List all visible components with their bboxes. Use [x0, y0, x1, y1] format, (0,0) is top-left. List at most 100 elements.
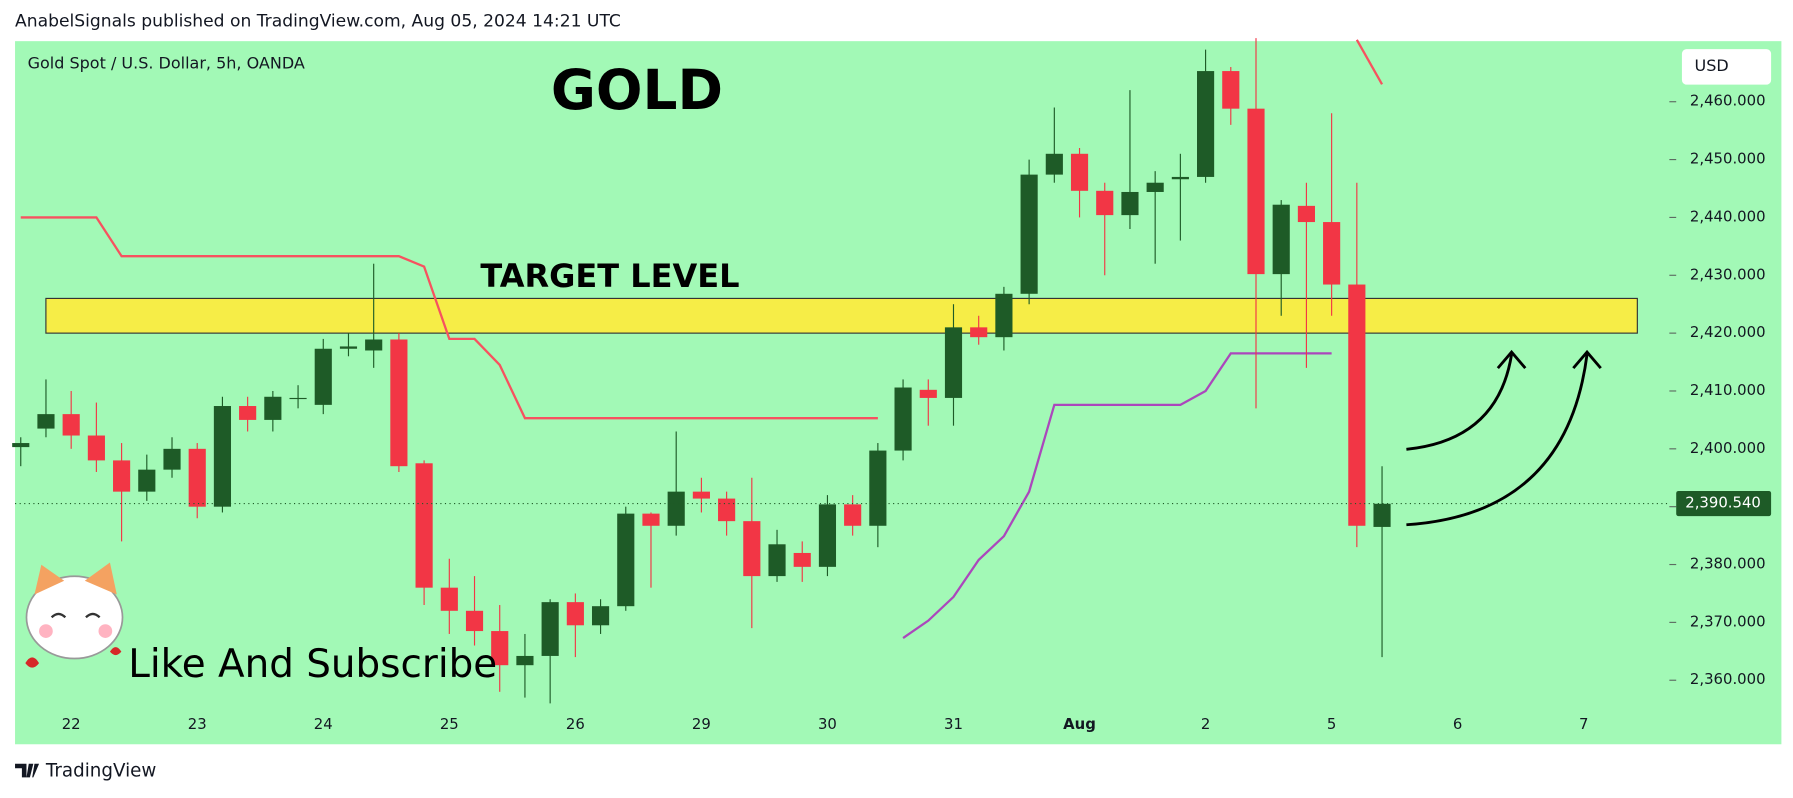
currency-label: USD	[1695, 56, 1729, 75]
cat-eyes	[50, 612, 101, 619]
cat-ear	[34, 564, 65, 595]
currency-box	[1681, 49, 1772, 85]
indicator-line	[902, 352, 1332, 639]
y-tick-label: 2,420.000	[1690, 323, 1766, 341]
candle-body	[1070, 153, 1089, 191]
candle-body	[314, 348, 332, 405]
candle-body	[87, 435, 105, 461]
candle-body	[944, 327, 963, 398]
candle-body	[516, 655, 534, 666]
candle-body	[37, 414, 55, 429]
x-tick-label: Aug	[1063, 715, 1096, 733]
candle-body	[62, 414, 80, 436]
candle-body	[566, 602, 584, 626]
cat-face	[25, 575, 124, 660]
y-tick-label: 2,440.000	[1690, 207, 1766, 225]
candle-body	[667, 491, 685, 526]
arrow-head	[1496, 349, 1527, 370]
candle-body	[793, 552, 811, 567]
candle-body	[919, 389, 937, 398]
cat-sticker	[25, 562, 124, 668]
y-tick-label: 2,370.000	[1690, 612, 1766, 630]
candle-body	[1045, 153, 1063, 175]
publish-header: AnabelSignals published on TradingView.c…	[15, 12, 621, 32]
candle-body	[1121, 191, 1139, 216]
candle-body	[138, 469, 156, 492]
x-tick-label: 5	[1327, 715, 1336, 733]
candle-body	[818, 504, 837, 567]
chart-title: GOLD	[551, 58, 723, 122]
candle-body	[264, 396, 282, 420]
candle-body	[1297, 205, 1315, 223]
candle-body	[163, 448, 181, 470]
candle-body	[440, 587, 458, 611]
candle-body	[1096, 190, 1114, 216]
candle-body	[718, 498, 736, 522]
candle-body	[995, 293, 1013, 338]
candle-body	[1373, 503, 1391, 527]
y-tick-label: 2,460.000	[1690, 92, 1766, 110]
candle-body	[844, 504, 862, 526]
candle-body	[591, 606, 610, 626]
candle-body	[113, 460, 131, 492]
x-tick-label: 25	[440, 715, 459, 733]
target-label: TARGET LEVEL	[480, 257, 739, 295]
candle-body	[541, 602, 559, 656]
candle-body	[188, 448, 206, 507]
candle-body	[1272, 204, 1290, 275]
candle-body	[289, 397, 307, 400]
candle-body	[213, 406, 232, 507]
x-tick-label: 2	[1201, 715, 1210, 733]
x-tick-label: 7	[1579, 715, 1588, 733]
y-tick-label: 2,410.000	[1690, 381, 1766, 399]
logo-mark	[15, 763, 40, 778]
y-tick-label: 2,400.000	[1690, 439, 1766, 457]
candle-body	[1197, 71, 1215, 177]
arrow-head	[1572, 349, 1602, 370]
candle-body	[339, 346, 358, 349]
x-tick-label: 30	[818, 715, 837, 733]
arrows	[1406, 349, 1602, 527]
y-tick-label: 2,360.000	[1690, 670, 1766, 688]
hearts	[25, 647, 122, 668]
last-price-label: 2,390.540	[1685, 494, 1761, 512]
x-tick-label: 26	[566, 715, 585, 733]
footer-brand: TradingView	[45, 761, 157, 782]
candle-body	[1171, 176, 1189, 180]
x-tick-label: 22	[62, 715, 81, 733]
plot: 2,360.0002,370.0002,380.0002,390.0002,40…	[12, 38, 1772, 733]
candle-body	[692, 491, 710, 499]
y-tick-label: 2,450.000	[1690, 150, 1766, 168]
candle-body	[491, 631, 509, 666]
footer-logo: TradingView	[15, 761, 156, 782]
candle-body	[743, 521, 761, 577]
candle-body	[970, 327, 988, 338]
x-tick-label: 31	[944, 715, 963, 733]
y-tick-label: 2,380.000	[1690, 555, 1766, 573]
candle-body	[1247, 108, 1265, 275]
cat-cheek	[39, 624, 53, 638]
y-tick-label: 2,430.000	[1690, 265, 1766, 283]
candle-body	[869, 450, 887, 526]
candle-body	[617, 513, 635, 607]
candle-body	[1348, 284, 1366, 526]
x-tick-label: 29	[692, 715, 711, 733]
candle-body	[894, 387, 912, 451]
symbol-label: Gold Spot / U.S. Dollar, 5h, OANDA	[28, 54, 305, 73]
arrow	[1406, 354, 1513, 451]
candle-body	[1146, 182, 1164, 192]
candle-body	[768, 544, 786, 577]
candle-body	[465, 610, 484, 632]
cat-ear	[84, 562, 117, 595]
indicator-line	[1355, 39, 1384, 85]
target-zone	[45, 297, 1638, 334]
candle-body	[365, 339, 383, 351]
candle-body	[390, 339, 408, 467]
indicator-line	[20, 216, 878, 420]
candle-body	[1323, 222, 1341, 285]
annotation-text: Like And Subscribe	[128, 642, 497, 687]
arrow	[1406, 354, 1589, 527]
candle-body	[1020, 174, 1038, 294]
